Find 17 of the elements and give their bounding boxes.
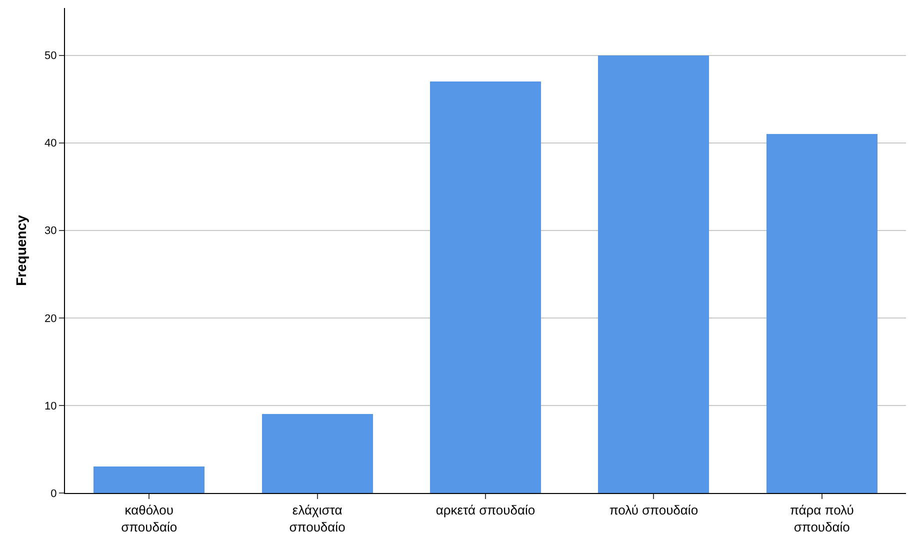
x-tick-label: πάρα πολύ σπουδαίο	[790, 502, 854, 534]
bar	[94, 466, 205, 493]
x-tick-label: αρκετά σπουδαίο	[436, 502, 536, 518]
x-tick-label: ελάχιστα σπουδαίο	[289, 502, 346, 534]
y-tick-label: 40	[44, 138, 57, 150]
bar	[430, 82, 542, 493]
bar	[766, 134, 878, 493]
bar	[262, 414, 373, 493]
bar	[598, 55, 710, 493]
x-tick-label: καθόλου σπουδαίο	[121, 502, 178, 534]
y-tick-label: 0	[50, 488, 57, 500]
y-tick-label: 30	[44, 225, 57, 238]
y-tick-label: 20	[44, 312, 57, 325]
y-tick-label: 10	[44, 400, 57, 412]
y-axis-title: Frequency	[13, 214, 30, 286]
y-tick-label: 50	[44, 50, 57, 62]
x-tick-label: πολύ σπουδαίο	[609, 502, 698, 518]
